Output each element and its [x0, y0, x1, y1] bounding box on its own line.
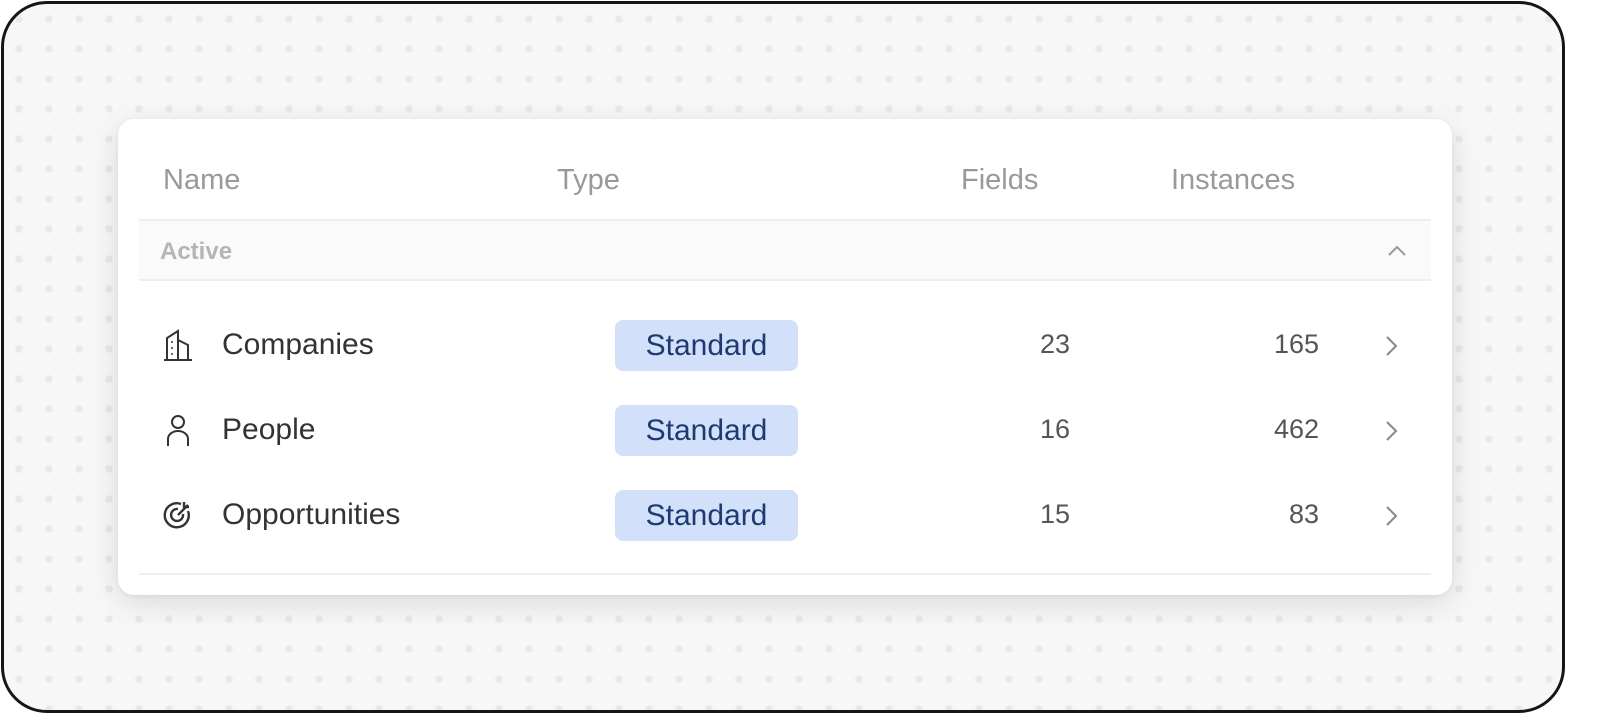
header-fields[interactable]: Fields	[961, 164, 1039, 196]
object-name: Companies	[222, 328, 374, 361]
table-row[interactable]: Opportunities Standard 15 83	[118, 476, 1452, 556]
header-type[interactable]: Type	[557, 164, 620, 196]
instances-count: 462	[1273, 414, 1319, 444]
header-instances[interactable]: Instances	[1171, 164, 1296, 196]
type-badge: Standard	[615, 490, 798, 541]
header-name[interactable]: Name	[163, 164, 241, 196]
chevron-right-icon[interactable]	[1382, 504, 1402, 528]
screen-frame: Name Type Fields Instances Active Compan…	[1, 1, 1565, 713]
fields-count: 16	[1039, 414, 1070, 444]
building-icon	[164, 329, 192, 361]
chevron-up-icon[interactable]	[1387, 241, 1407, 261]
chevron-right-icon[interactable]	[1382, 334, 1402, 358]
chevron-right-icon[interactable]	[1382, 419, 1402, 443]
user-icon	[167, 415, 189, 446]
instances-count: 165	[1273, 329, 1319, 359]
table-row[interactable]: People Standard 16 462	[118, 391, 1452, 471]
object-name: Opportunities	[222, 498, 401, 531]
table-row[interactable]: Companies Standard 23 165	[118, 306, 1452, 386]
object-name: People	[222, 413, 316, 446]
instances-count: 83	[1288, 499, 1319, 529]
group-label: Active	[160, 238, 233, 265]
fields-count: 15	[1039, 499, 1070, 529]
target-icon	[163, 502, 190, 529]
fields-count: 23	[1039, 329, 1070, 359]
group-active[interactable]: Active	[139, 219, 1431, 281]
divider	[139, 573, 1431, 575]
type-badge: Standard	[615, 320, 798, 371]
objects-table: Name Type Fields Instances Active Compan…	[118, 119, 1452, 595]
type-badge: Standard	[615, 405, 798, 456]
